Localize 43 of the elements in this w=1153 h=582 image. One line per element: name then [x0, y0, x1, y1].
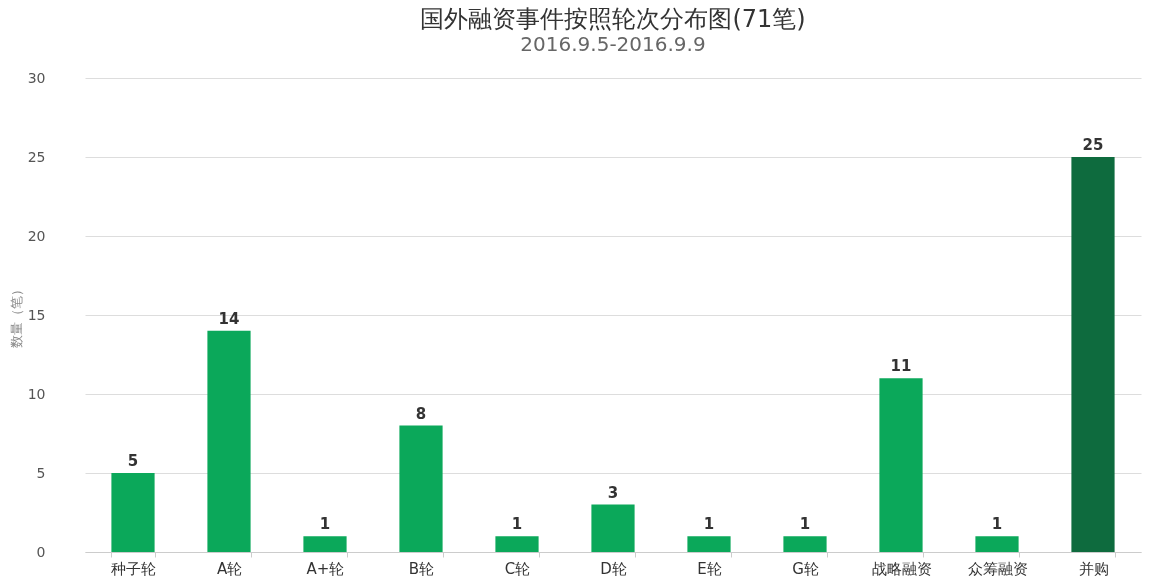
- bar: [879, 378, 923, 552]
- x-tick-label: B轮: [408, 559, 435, 578]
- y-tick-label: 10: [27, 385, 46, 402]
- data-label: 5: [127, 452, 139, 470]
- y-tick-label: 25: [27, 148, 46, 165]
- data-label: 1: [703, 515, 715, 534]
- data-label: 3: [607, 483, 619, 502]
- data-label: 11: [890, 357, 912, 376]
- x-tick-label: A轮: [216, 559, 243, 578]
- data-label: 25: [1082, 136, 1104, 154]
- y-tick-label: 20: [27, 227, 46, 244]
- chart-subtitle: 2016.9.5-2016.9.9: [520, 32, 706, 56]
- x-tick-label: G轮: [792, 559, 819, 578]
- bar: [399, 425, 443, 552]
- data-label: 1: [991, 515, 1003, 534]
- y-axis-title: 数量（笔）: [8, 283, 24, 348]
- x-tick-label: A+轮: [306, 559, 345, 578]
- bar: [687, 536, 731, 552]
- x-tick-label: D轮: [600, 559, 627, 578]
- data-label: 1: [511, 515, 523, 534]
- data-label: 1: [799, 515, 811, 534]
- bar: [975, 536, 1019, 552]
- bar: [495, 536, 539, 552]
- y-tick-label: 0: [36, 543, 46, 560]
- chart-title: 国外融资事件按照轮次分布图(71笔): [420, 5, 806, 33]
- x-tick-label: 并购: [1078, 559, 1109, 578]
- data-label: 14: [218, 309, 240, 328]
- y-tick-label: 30: [27, 69, 46, 86]
- x-tick-label: 战略融资: [871, 559, 932, 578]
- data-label: 8: [415, 404, 427, 423]
- bar: [111, 473, 155, 552]
- bar: [1071, 157, 1115, 552]
- x-tick-label: E轮: [697, 559, 722, 578]
- bar: [207, 330, 251, 552]
- data-label: 1: [319, 515, 331, 534]
- bar: [591, 504, 635, 552]
- bar: [783, 536, 827, 552]
- x-tick-label: C轮: [504, 559, 531, 578]
- x-tick-label: 种子轮: [111, 559, 156, 578]
- bar: [303, 536, 347, 552]
- x-tick-label: 众筹融资: [967, 559, 1028, 578]
- y-tick-label: 15: [27, 306, 46, 323]
- y-tick-label: 5: [36, 464, 46, 481]
